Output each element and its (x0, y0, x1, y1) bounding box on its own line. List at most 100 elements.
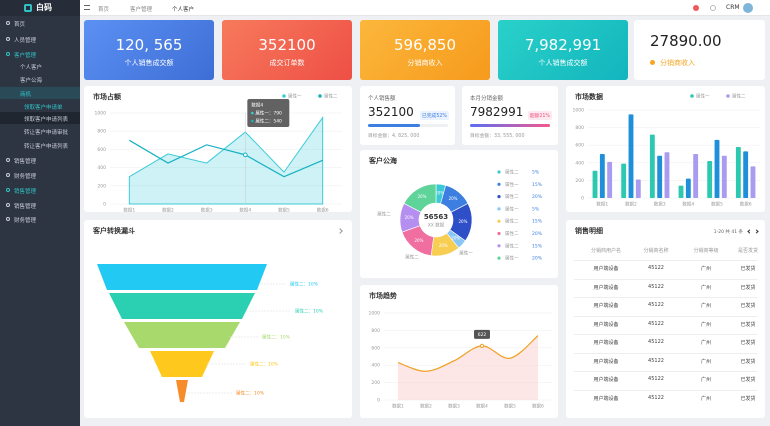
legend-label: 属性二 (505, 218, 519, 225)
pagination[interactable]: 1-20 共 41 条 (713, 230, 743, 235)
cell: 广州 (700, 340, 711, 346)
menu-label: 销售管理 (14, 158, 37, 165)
menu-item[interactable]: 首页 (0, 17, 80, 29)
menu-item[interactable]: 领取客户申请列表 (0, 112, 80, 124)
market-share-card: 市场占额 属性一 属性二 0 200 400 600 800 1000 数据1 数据2 数据3 数据4 数… (84, 86, 352, 212)
y-tick-label: 600 (97, 147, 106, 153)
card-title: 客户转换漏斗 (93, 227, 135, 235)
y-tick-label: 0 (581, 196, 584, 202)
y-tick-label: 0 (103, 202, 106, 208)
stat-card: 352100 成交订单数 (222, 20, 352, 80)
slice-label: 20% (405, 215, 414, 220)
y-tick-label: 400 (575, 160, 584, 166)
menu-item[interactable]: 商机 (0, 87, 80, 99)
menu-icon (6, 173, 10, 177)
progress-track (470, 124, 550, 127)
cell: 已发货 (740, 358, 756, 365)
menu-item[interactable]: 转让客户申请审批 (0, 125, 80, 137)
stat-dot (650, 60, 655, 65)
legend-dot (497, 195, 501, 199)
stat-label: 分销商收入 (660, 59, 695, 67)
menu-item[interactable]: 客户公海 (0, 73, 80, 85)
progress-fill (470, 124, 550, 127)
legend-value: 20% (532, 194, 543, 200)
menu-icon (6, 217, 10, 221)
menu-item[interactable]: 转让客户申请列表 (0, 139, 80, 151)
trend-chart: 0 200 400 600 800 1000 数据1 数据2 数据3 数据4 数据5 数据6 622 (369, 311, 552, 410)
page-next[interactable] (754, 229, 759, 234)
legend-label: 属性一 (288, 93, 302, 100)
menu-label: 商机 (20, 91, 32, 98)
menu-item[interactable]: 销售管理 (0, 154, 80, 166)
legend-value: 5% (532, 170, 540, 176)
x-tick-label: 数据5 (278, 207, 290, 213)
menu-label: 首页 (14, 21, 26, 28)
legend-dot (726, 94, 730, 98)
cell: 已发货 (740, 321, 756, 328)
stat-label: 成交订单数 (269, 59, 305, 67)
avatar[interactable] (743, 3, 753, 13)
outer-label: 属性二 (377, 211, 391, 218)
cell: 已发货 (740, 340, 756, 346)
row-divider (574, 389, 757, 391)
market-share-chart: 属性一 属性二 0 200 400 600 800 1000 数据1 数据2 数据3 数据4 数据5 数据… (95, 93, 342, 213)
menu-label: 人员管理 (14, 37, 37, 44)
settings-icon[interactable] (710, 5, 716, 11)
tab[interactable]: 客户管理 (130, 6, 153, 13)
legend-label: 属性一 (505, 255, 519, 262)
menu-item[interactable]: 财务管理 (0, 213, 80, 225)
page-prev[interactable] (747, 229, 752, 234)
menu-item[interactable]: 客户管理 (0, 48, 80, 60)
menu-item[interactable]: 财务管理 (0, 169, 80, 181)
card-title: 客户公海 (369, 157, 397, 165)
notice-icon[interactable] (693, 5, 699, 11)
menu-item[interactable]: 销售管理 (0, 199, 80, 211)
bar (649, 134, 655, 198)
menu-item[interactable]: 销售管理 (0, 184, 80, 196)
tooltip-item: 属性一：790 (255, 110, 282, 117)
menu-icon (6, 52, 10, 56)
tab[interactable]: 个人客户 (172, 6, 195, 13)
slice-label: 20% (415, 238, 424, 243)
legend-label: 属性二 (505, 193, 519, 200)
topbar: CRM 首页 客户管理 个人客户 (80, 0, 770, 16)
funnel-layer (109, 293, 255, 319)
bar (693, 154, 699, 198)
legend-label: 属性一 (505, 205, 519, 212)
x-tick-label: 数据6 (532, 403, 544, 410)
slice-label: 20% (418, 194, 427, 199)
tab[interactable]: 首页 (98, 6, 110, 13)
menu-item[interactable]: 人员管理 (0, 33, 80, 45)
cell: 用户端设备 (593, 321, 619, 328)
bar (621, 163, 627, 198)
card-subtitle: 个人销售额 (368, 96, 396, 102)
trend-card: 市场趋势 0 200 400 600 800 1000 数据1 数据2 数据3 数据4 数据5 数据6 6… (360, 285, 558, 418)
progress-fill (368, 124, 420, 127)
y-tick-label: 1000 (369, 311, 381, 317)
bar (707, 161, 713, 198)
progress-track (368, 124, 448, 127)
menu-toggle[interactable] (84, 5, 90, 10)
menu-icon (6, 188, 10, 192)
menu-item[interactable]: 领取客户申请单 (0, 100, 80, 112)
cell: 用户端设备 (593, 284, 619, 291)
bar (685, 178, 691, 198)
y-tick-label: 400 (97, 165, 106, 171)
column-header: 是否发货 (737, 248, 758, 254)
x-tick-label: 数据6 (740, 201, 752, 208)
legend-value: 20% (532, 231, 543, 237)
logo: 白码 (0, 0, 80, 16)
menu-icon (6, 37, 10, 41)
funnel-label: 属性二：10% (290, 281, 319, 288)
line (397, 335, 539, 372)
legend-dot (282, 94, 286, 98)
bar (743, 151, 749, 198)
stat-value: 27890.00 (650, 32, 722, 50)
cell: 45122 (648, 265, 664, 271)
logo-text: 白码 (36, 3, 52, 12)
legend-label: 属性二 (505, 230, 519, 237)
x-tick-label: 数据5 (504, 403, 516, 410)
menu-item[interactable]: 个人客户 (0, 60, 80, 72)
bar (628, 114, 634, 198)
menu-label: 领取客户申请列表 (24, 116, 69, 123)
